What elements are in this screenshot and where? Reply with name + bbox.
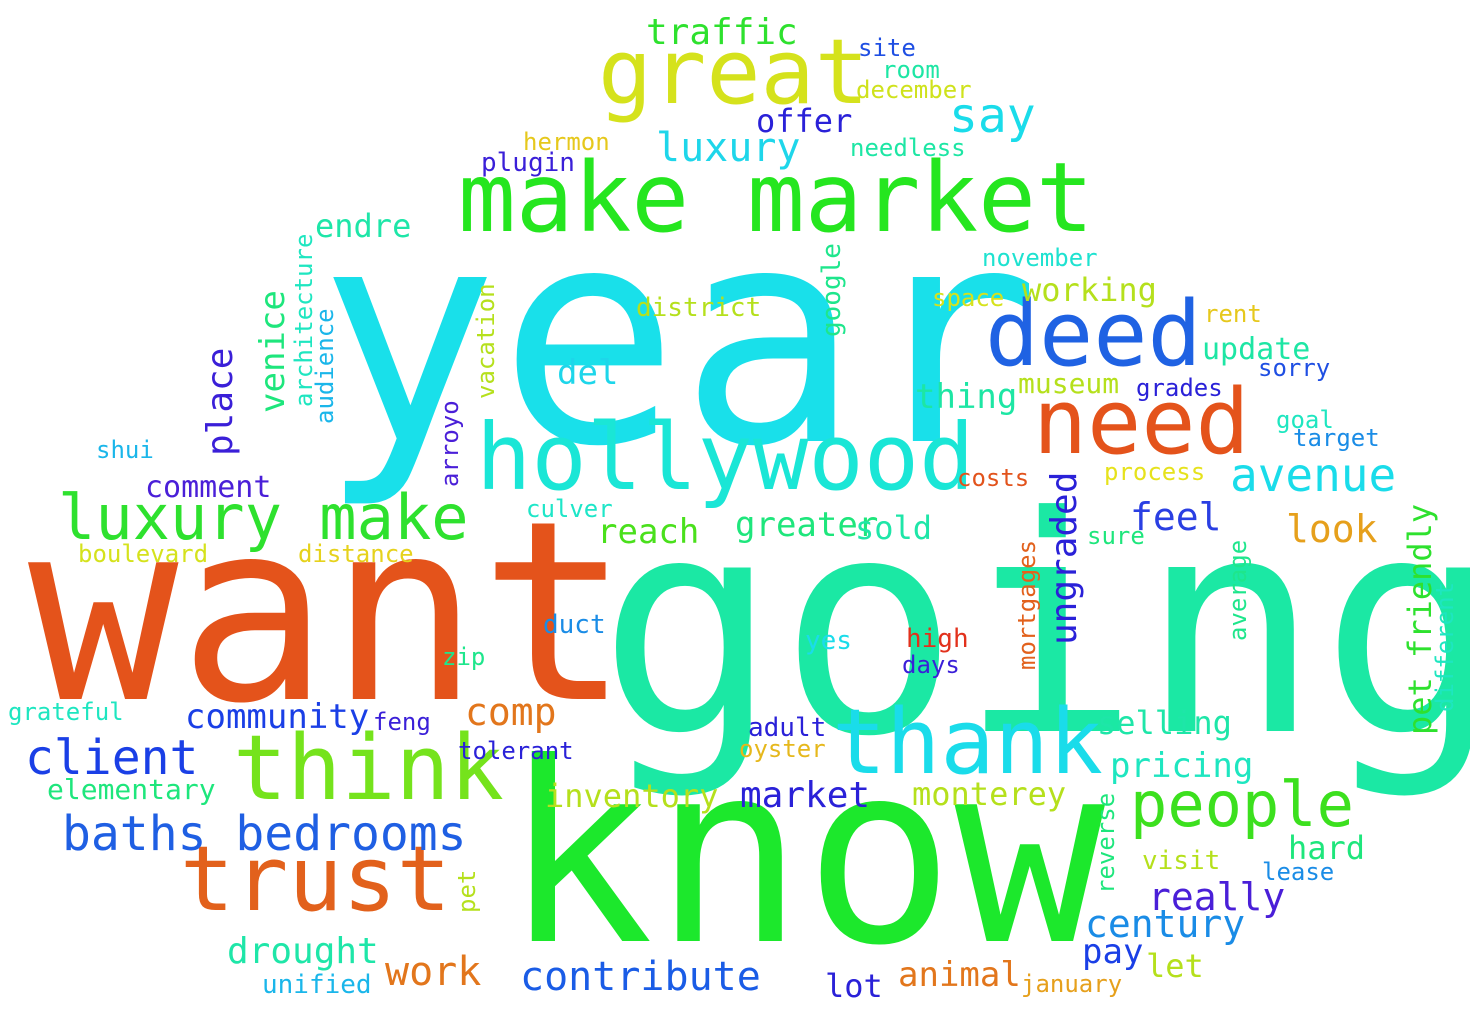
word-greater: greater — [735, 505, 879, 545]
word-avenue: avenue — [1230, 448, 1397, 502]
word-del: del — [557, 353, 619, 393]
word-process: process — [1104, 458, 1206, 486]
word-vacation: vacation — [472, 283, 500, 399]
word-goal: goal — [1276, 406, 1334, 434]
word-unified: unified — [262, 970, 372, 1000]
word-make-market: make market — [458, 142, 1094, 254]
word-lease: lease — [1262, 858, 1335, 886]
word-google: google — [817, 243, 847, 337]
word-look: look — [1286, 507, 1378, 551]
word-zip: zip — [442, 643, 486, 671]
word-hermon: hermon — [523, 128, 610, 156]
word-shui: shui — [96, 436, 154, 464]
word-distance: distance — [298, 540, 414, 568]
word-working: working — [1022, 271, 1157, 309]
word-tolerant: tolerant — [458, 737, 574, 765]
word-offer: offer — [756, 102, 853, 140]
word-adult: adult — [748, 713, 827, 743]
word-site: site — [858, 34, 916, 62]
word-sorry: sorry — [1258, 354, 1331, 382]
word-update: update — [1202, 332, 1311, 367]
word-think: think — [233, 716, 504, 821]
word-sold: sold — [855, 509, 933, 547]
word-sure: sure — [1087, 522, 1145, 550]
word-drought: drought — [227, 931, 379, 972]
word-lot: lot — [825, 967, 883, 1005]
word-trust: trust — [180, 827, 451, 932]
word-hollywood: hollywood — [476, 404, 975, 511]
word-venice: venice — [253, 290, 293, 413]
word-community: community — [185, 697, 370, 737]
word-november: november — [982, 244, 1098, 272]
word-average: average — [1224, 539, 1252, 641]
word-need: need — [1033, 370, 1250, 475]
word-museum: museum — [1018, 367, 1120, 400]
word-know: know — [503, 709, 1106, 1000]
word-needless: needless — [850, 134, 966, 162]
word-december: december — [856, 76, 972, 104]
word-market: market — [740, 775, 871, 816]
word-pay: pay — [1082, 932, 1144, 972]
word-visit: visit — [1142, 846, 1221, 876]
word-different: different — [1431, 581, 1459, 712]
word-baths-bedrooms: baths bedrooms — [62, 806, 467, 862]
word-pet: pet — [453, 869, 481, 913]
word-contribute: contribute — [520, 954, 761, 1000]
word-space: space — [932, 284, 1005, 312]
word-selling: selling — [1097, 704, 1232, 742]
word-traffic: traffic — [646, 12, 798, 53]
word-reach: reach — [597, 512, 700, 552]
word-luxury: luxury — [656, 125, 801, 171]
word-room: room — [882, 56, 940, 84]
word-great: great — [598, 20, 869, 125]
word-really: really — [1148, 875, 1286, 919]
word-let: let — [1146, 947, 1204, 985]
word-want: want — [28, 467, 631, 758]
word-plugin: plugin — [481, 148, 575, 178]
word-oyster: oyster — [739, 735, 826, 763]
word-animal: animal — [898, 955, 1021, 995]
word-thing: thing — [915, 377, 1018, 417]
word-grateful: grateful — [8, 698, 124, 726]
word-thank: thank — [832, 690, 1103, 795]
word-endre: endre — [315, 207, 412, 245]
word-deed: deed — [985, 282, 1202, 387]
word-mortgages: mortgages — [1013, 539, 1041, 670]
word-duct: duct — [543, 610, 606, 640]
word-pricing: pricing — [1110, 746, 1254, 786]
word-client: client — [25, 730, 199, 786]
word-arroyo: arroyo — [436, 400, 464, 487]
word-feel: feel — [1130, 495, 1222, 539]
word-grades: grades — [1136, 374, 1223, 402]
word-high: high — [906, 624, 969, 654]
word-place: place — [200, 347, 241, 456]
word-january: january — [1021, 970, 1123, 998]
word-inventory: inventory — [545, 777, 719, 815]
word-people: people — [1130, 768, 1354, 841]
word-days: days — [902, 651, 960, 679]
word-district: district — [636, 293, 762, 323]
word-year: year — [318, 163, 1041, 512]
word-elementary: elementary — [47, 773, 216, 806]
word-rent: rent — [1204, 300, 1262, 328]
word-say: say — [949, 88, 1036, 144]
word-century: century — [1085, 902, 1246, 946]
word-costs: costs — [957, 464, 1030, 492]
word-work: work — [385, 949, 482, 995]
word-reverse: reverse — [1092, 792, 1120, 894]
word-boulevard: boulevard — [78, 540, 209, 568]
word-luxury-make: luxury make — [58, 481, 469, 554]
word-culver: culver — [526, 495, 613, 523]
word-ungraded: ungraded — [1044, 471, 1085, 645]
word-audience: audience — [311, 308, 339, 424]
word-comment: comment — [145, 470, 272, 505]
word-yes: yes — [805, 626, 852, 656]
word-monterey: monterey — [912, 775, 1067, 813]
word-hard: hard — [1288, 829, 1366, 867]
word-feng: feng — [373, 708, 431, 736]
word-comp: comp — [465, 690, 557, 734]
word-target: target — [1293, 424, 1380, 452]
word-going: going — [598, 453, 1470, 802]
